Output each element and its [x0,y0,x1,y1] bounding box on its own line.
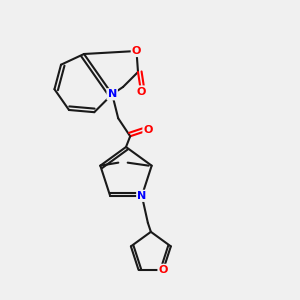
Text: O: O [158,265,168,275]
Text: N: N [137,191,146,201]
Text: O: O [143,125,153,135]
Text: O: O [132,46,141,56]
Text: O: O [136,86,146,97]
Text: N: N [108,89,117,99]
